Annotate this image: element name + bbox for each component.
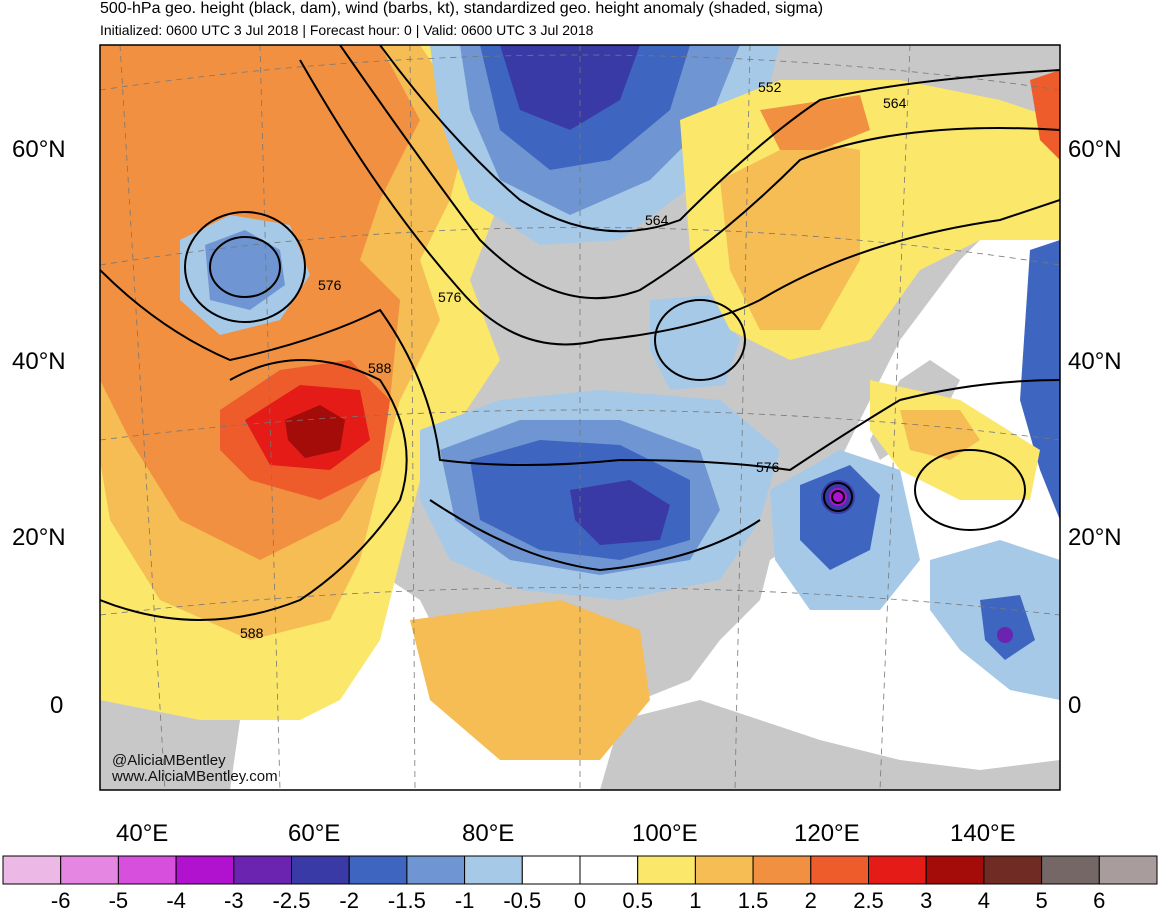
- colorbar-tick-label: 1: [689, 888, 702, 913]
- colorbar-box: [637, 855, 696, 885]
- lat-label-60n-right: 60°N: [1068, 136, 1122, 163]
- map-frame: [99, 44, 1061, 791]
- colorbar-tick-label: -2.5: [272, 888, 311, 913]
- anomaly-neg-scandinavia-1: [205, 230, 285, 310]
- svg-text:564: 564: [645, 212, 669, 228]
- colorbar-tick-label: 5: [1035, 888, 1048, 913]
- svg-text:588: 588: [240, 625, 264, 641]
- colorbar-box: [406, 855, 466, 885]
- svg-text:576: 576: [318, 277, 342, 293]
- colorbar-box: [752, 855, 812, 885]
- map-panel: 552 564 564 576 576 588 576 588: [100, 45, 1060, 790]
- lat-label-20n-right: 20°N: [1068, 524, 1122, 551]
- colorbar-tick-label: 0: [573, 888, 587, 913]
- colorbar-box: [810, 855, 869, 885]
- colorbar-box: [925, 855, 985, 885]
- colorbar: [2, 855, 1158, 885]
- anomaly-pos-ne-corner: [1030, 70, 1060, 160]
- colorbar-tick-label: -1: [454, 888, 475, 913]
- anomaly-neg-mongolia: [650, 295, 740, 390]
- lat-label-40n-right: 40°N: [1068, 348, 1122, 375]
- credit-handle: @AliciaMBentley: [112, 752, 226, 769]
- svg-text:588: 588: [368, 360, 392, 376]
- anomaly-pos-japan-1: [900, 410, 980, 460]
- anomaly-pos-east-15: [760, 95, 870, 150]
- colorbar-box: [1041, 855, 1100, 885]
- map-title: 500-hPa geo. height (black, dam), wind (…: [100, 0, 824, 17]
- colorbar-box: [694, 855, 754, 885]
- lon-label-100e: 100°E: [632, 820, 698, 847]
- lat-label-0-right: 0: [1068, 692, 1082, 719]
- colorbar-box: [60, 855, 119, 885]
- colorbar-tick-label: -2: [339, 888, 359, 913]
- colorbar-box: [983, 855, 1043, 885]
- colorbar-tick-label: -1.5: [387, 888, 426, 913]
- colorbar-box: [521, 855, 581, 885]
- contour-labels: 552 564 564 576 576 588 576 588: [240, 79, 907, 641]
- credit-site: www.AliciaMBentley.com: [112, 768, 278, 785]
- anomaly-neg-china-2: [570, 480, 670, 545]
- colorbar-box: [868, 855, 927, 885]
- anomaly-pos-east-1: [720, 140, 860, 330]
- lat-label-60n-left: 60°N: [12, 136, 66, 163]
- colorbar-box: [348, 855, 408, 885]
- lon-label-120e: 120°E: [794, 820, 860, 847]
- colorbar-tick-label: 6: [1093, 888, 1106, 913]
- colorbar-box: [233, 855, 293, 885]
- anomaly-neg-typhoon-15: [800, 465, 880, 570]
- colorbar-tick-label: -5: [108, 888, 129, 913]
- colorbar-tick-label: 3: [920, 888, 933, 913]
- map-subtitle: Initialized: 0600 UTC 3 Jul 2018 | Forec…: [100, 22, 594, 38]
- colorbar-box: [579, 855, 639, 885]
- colorbar-tick-label: 2: [804, 888, 817, 913]
- lat-label-0-left: 0: [50, 692, 64, 719]
- lon-label-80e: 80°E: [462, 820, 515, 847]
- colorbar-box: [2, 855, 62, 885]
- svg-text:576: 576: [438, 289, 462, 305]
- colorbar-tick-label: -3: [224, 888, 244, 913]
- colorbar-box: [291, 855, 350, 885]
- colorbar-tick-label: -6: [50, 888, 71, 913]
- lat-label-20n-left: 20°N: [12, 524, 66, 551]
- lon-label-60e: 60°E: [288, 820, 341, 847]
- land-australia-islands: [600, 700, 1060, 790]
- colorbar-tick-label: -4: [166, 888, 186, 913]
- anomaly-pos-india: [410, 600, 650, 760]
- anomaly-neg-north-2: [500, 45, 640, 130]
- svg-text:576: 576: [756, 459, 780, 475]
- colorbar-box: [117, 855, 177, 885]
- colorbar-tick-label: -0.5: [503, 888, 542, 913]
- graticule: [100, 45, 1060, 790]
- lat-label-40n-left: 40°N: [12, 348, 66, 375]
- height-contours: [100, 45, 1060, 621]
- colorbar-tick-label: 0.5: [622, 888, 653, 913]
- colorbar-box: [1098, 855, 1158, 885]
- lon-label-40e: 40°E: [116, 820, 169, 847]
- colorbar-box: [175, 855, 235, 885]
- colorbar-tick-label: 1.5: [737, 888, 769, 913]
- lon-label-140e: 140°E: [950, 820, 1016, 847]
- svg-text:564: 564: [883, 95, 907, 111]
- svg-text:552: 552: [758, 79, 782, 95]
- anomaly-pacific-core: [997, 627, 1013, 643]
- colorbar-tick-label: 4: [977, 888, 991, 913]
- colorbar-tick-label: 2.5: [853, 888, 884, 913]
- colorbar-box: [464, 855, 523, 885]
